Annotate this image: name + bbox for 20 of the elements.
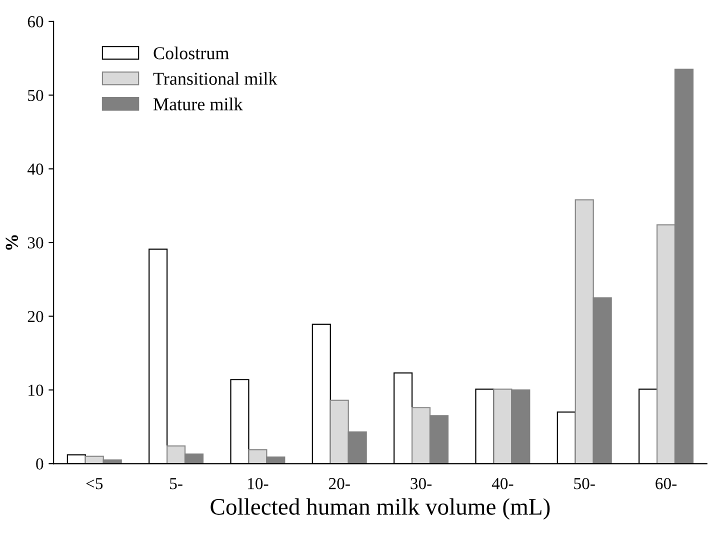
y-tick-label: 50 bbox=[28, 90, 44, 102]
x-tick-label: 20- bbox=[328, 478, 350, 490]
y-tick-label: 20 bbox=[28, 310, 44, 322]
x-axis-title: Collected human milk volume (mL) bbox=[210, 498, 550, 520]
y-axis-title: % bbox=[6, 235, 18, 250]
x-tick-label: 30- bbox=[410, 478, 432, 490]
legend-label: Colostrum bbox=[154, 46, 229, 60]
x-tick-label: 10- bbox=[248, 478, 268, 490]
x-tick-label: 60- bbox=[656, 478, 677, 490]
x-tick-label: 40- bbox=[492, 478, 514, 490]
y-tick-label: 30 bbox=[28, 237, 44, 248]
y-tick-label: 10 bbox=[28, 384, 44, 396]
x-tick-label: 5- bbox=[170, 478, 182, 490]
y-tick-label: 0 bbox=[36, 458, 44, 470]
y-tick-label: 40 bbox=[27, 164, 44, 175]
legend-label: Mature milk bbox=[154, 98, 243, 110]
y-tick-label: 60 bbox=[28, 16, 44, 28]
x-tick-label: <5 bbox=[86, 478, 103, 490]
x-tick-label: 50- bbox=[574, 478, 595, 490]
legend-label: Transitional milk bbox=[153, 72, 278, 85]
